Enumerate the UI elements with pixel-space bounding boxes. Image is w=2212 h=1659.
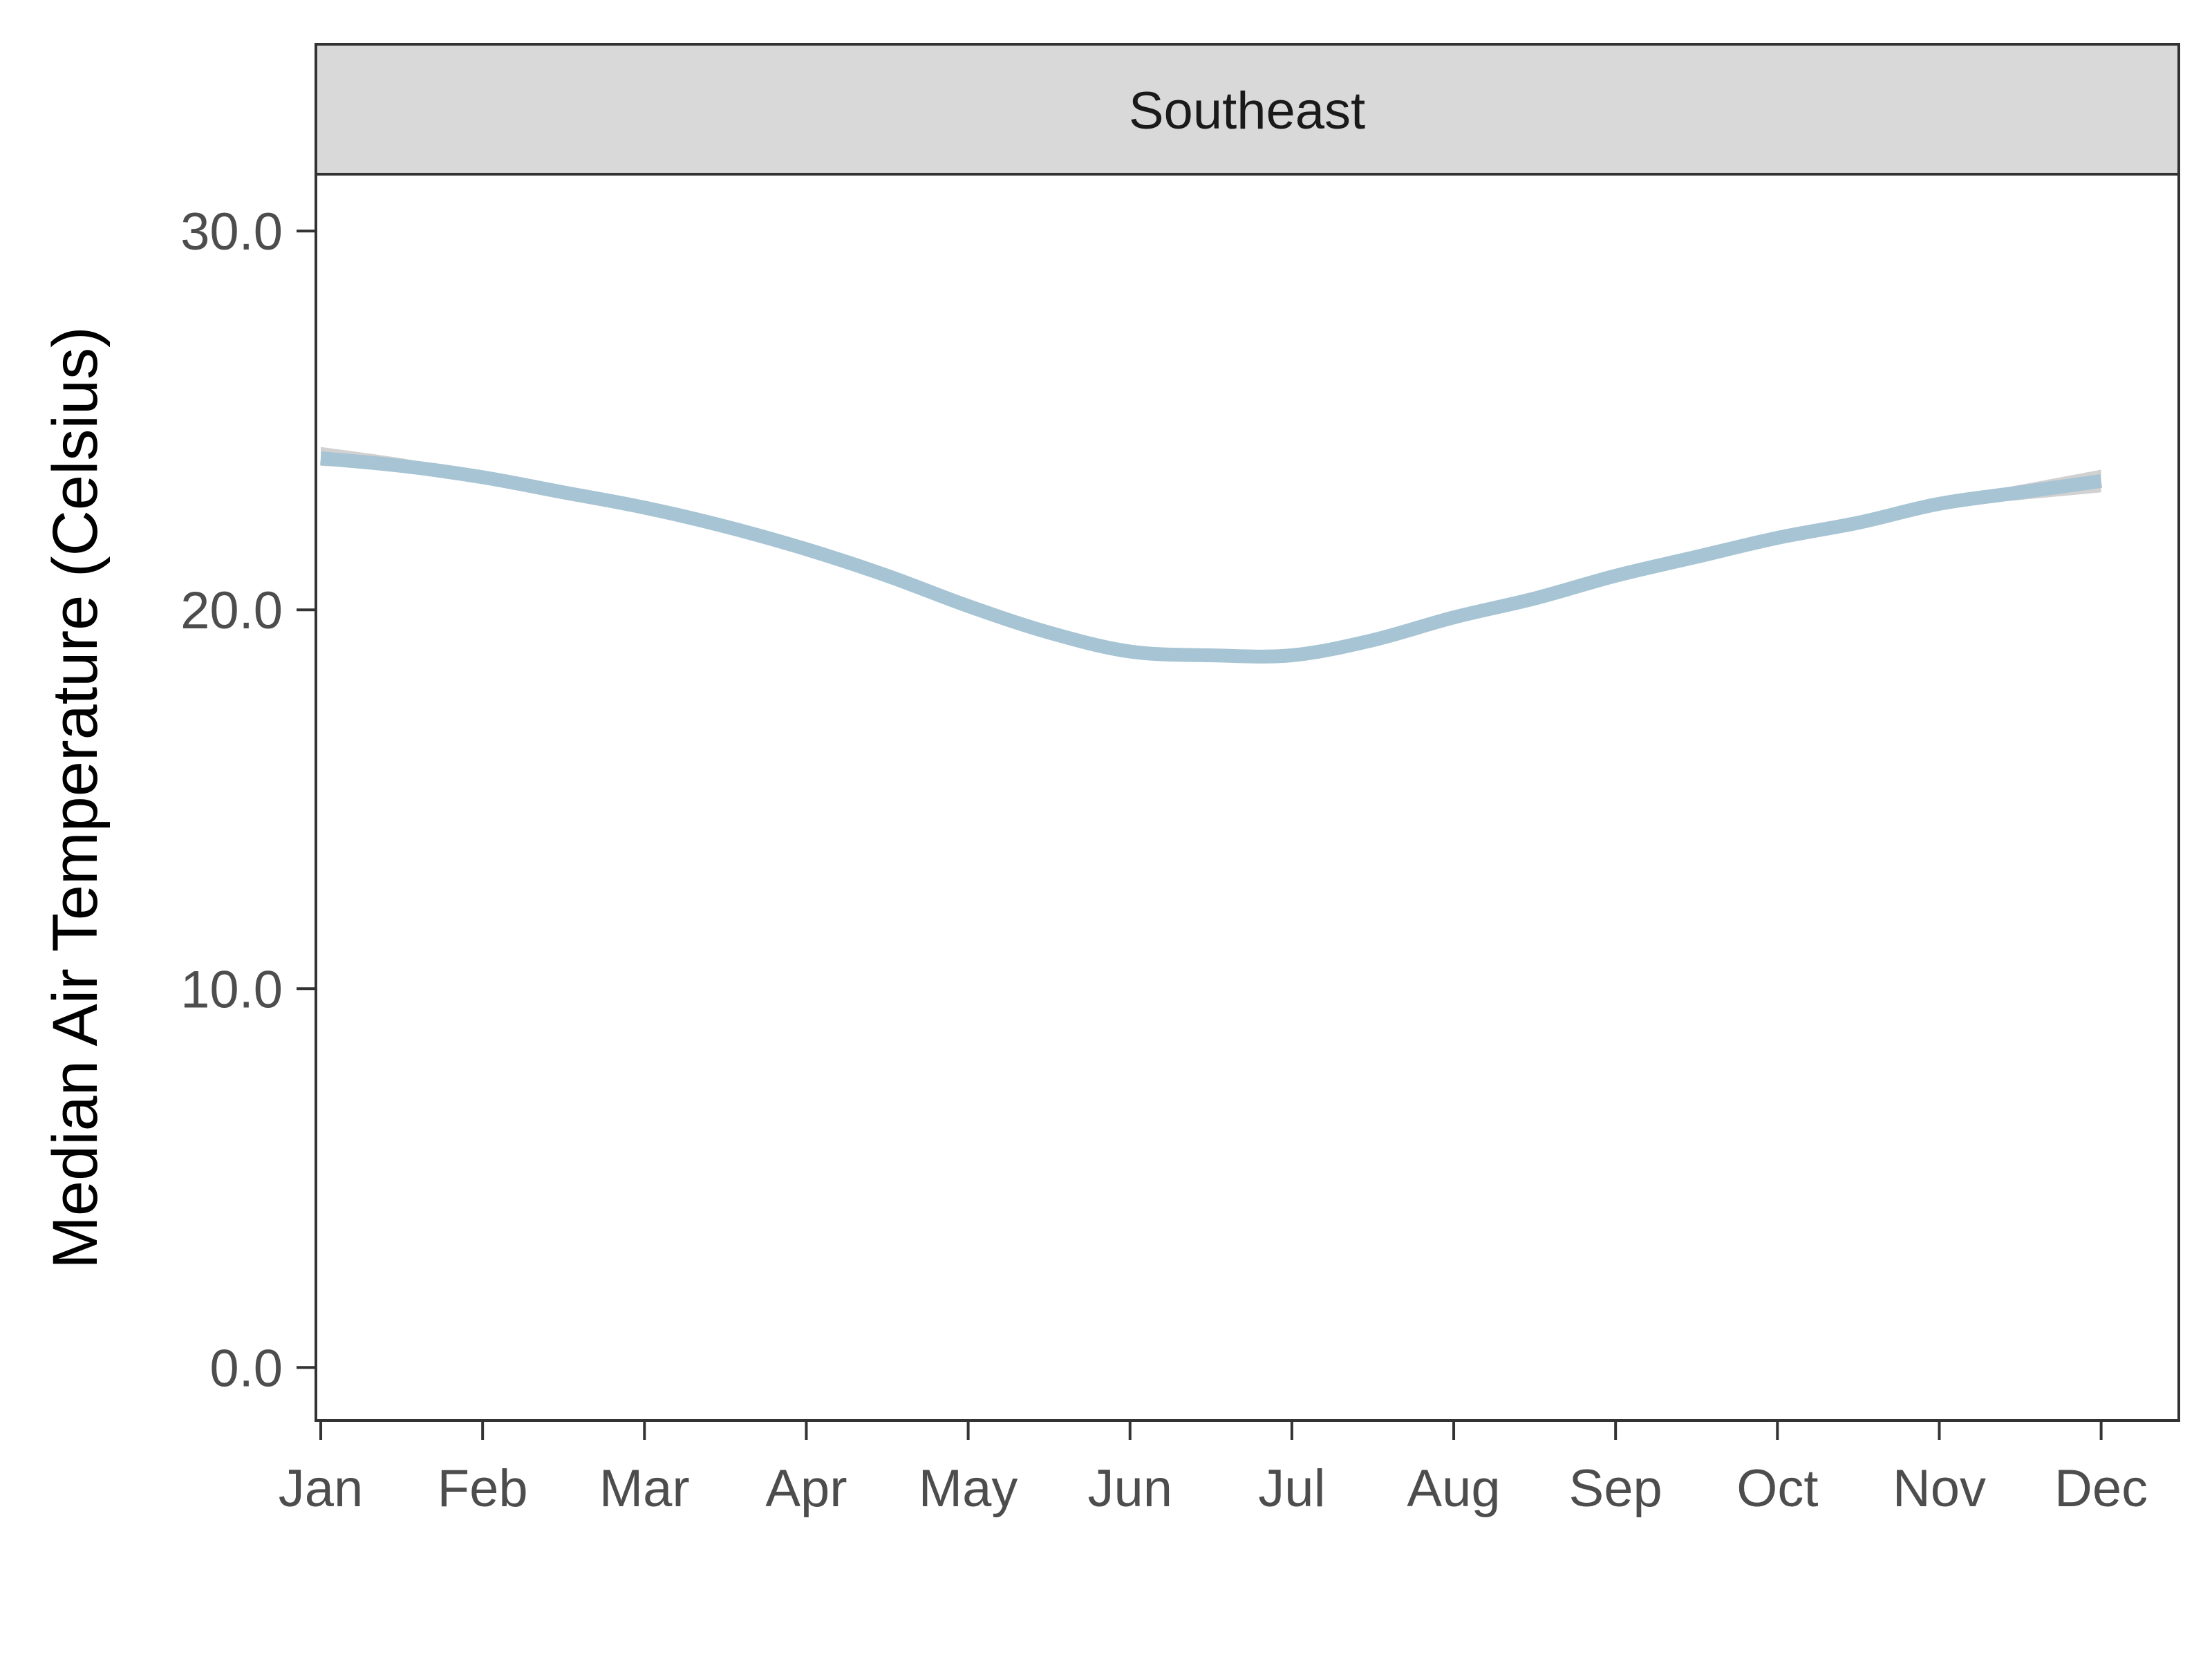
y-tick-label: 20.0 xyxy=(180,581,283,640)
x-tick-label: Apr xyxy=(765,1459,847,1518)
y-tick-label: 0.0 xyxy=(209,1339,283,1398)
x-tick-label: Mar xyxy=(599,1459,690,1518)
x-tick-label: May xyxy=(919,1459,1018,1518)
x-tick-label: Jan xyxy=(279,1459,364,1518)
plot-layer xyxy=(320,447,2102,664)
x-tick-label: Oct xyxy=(1736,1459,1818,1518)
y-axis-title: Median Air Temperature (Celsius) xyxy=(40,326,111,1269)
x-tick-label: Jul xyxy=(1258,1459,1325,1518)
y-tick-label: 30.0 xyxy=(180,203,283,261)
x-tick-label: Dec xyxy=(2054,1459,2148,1518)
x-tick-label: Nov xyxy=(1893,1459,1986,1518)
plot-panel xyxy=(316,174,2179,1421)
x-tick-label: Jun xyxy=(1087,1459,1172,1518)
y-axis: 0.0 10.0 20.0 30.0 xyxy=(180,203,316,1398)
series-line xyxy=(320,451,2102,664)
x-tick-label: Sep xyxy=(1569,1459,1662,1518)
x-axis: Jan Feb Mar Apr May Jun Jul Aug Sep Oct Nov Dec xyxy=(279,1421,2148,1518)
panel-border xyxy=(315,173,2180,1422)
x-tick-label: Feb xyxy=(438,1459,528,1518)
facet-strip-title: Southeast xyxy=(1129,82,1365,140)
facet-strip xyxy=(315,43,2180,176)
x-tick-label: Aug xyxy=(1407,1459,1500,1518)
y-tick-label: 10.0 xyxy=(180,960,283,1019)
